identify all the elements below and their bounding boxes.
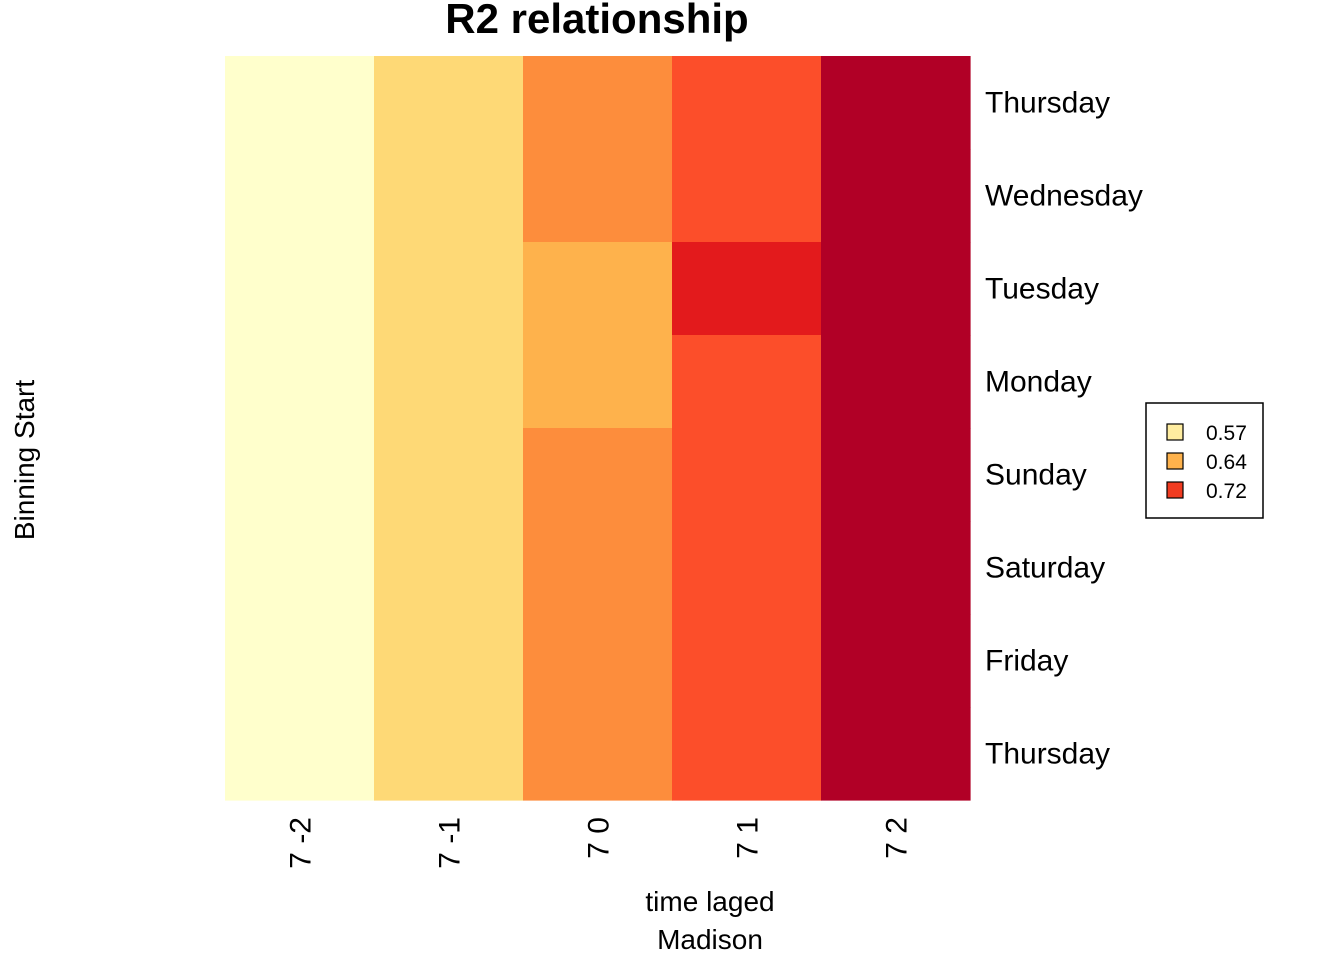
heatmap-cell (672, 707, 822, 801)
y-tick-label: Wednesday (985, 180, 1143, 213)
heatmap-cell (821, 335, 971, 429)
heatmap-cell (821, 521, 971, 615)
heatmap-cell (523, 614, 673, 708)
heatmap-cell (821, 707, 971, 801)
y-tick-label: Sunday (985, 459, 1087, 492)
heatmap-cell (225, 149, 375, 243)
heatmap-cell (374, 521, 524, 615)
y-tick-labels: Thursday Wednesday Tuesday Monday Sunday Satu… (985, 87, 1143, 771)
heatmap-cell (821, 428, 971, 522)
x-axis-sublabel: Madison (657, 924, 763, 955)
heatmap-cell (672, 242, 822, 336)
heatmap-cell (821, 149, 971, 243)
heatmap-cell (523, 707, 673, 801)
heatmap-cell (821, 614, 971, 708)
legend-swatch (1166, 481, 1184, 499)
x-tick-label: 7 2 (881, 817, 914, 859)
legend-label: 0.64 (1206, 451, 1247, 474)
heatmap-cell (523, 521, 673, 615)
x-tick-label: 7 -1 (434, 817, 467, 869)
heatmap-cell (225, 707, 375, 801)
heatmap-cell (374, 614, 524, 708)
legend-label: 0.72 (1206, 480, 1247, 503)
legend-label: 0.57 (1206, 422, 1247, 445)
heatmap-cell (374, 335, 524, 429)
heatmap-cell (523, 242, 673, 336)
chart-title: R2 relationship (445, 0, 748, 42)
x-tick-label: 7 1 (732, 817, 765, 859)
heatmap-cell (523, 149, 673, 243)
y-tick-label: Monday (985, 366, 1092, 399)
heatmap-cell (225, 56, 375, 150)
heatmap-cell (523, 335, 673, 429)
legend-box (1145, 402, 1264, 519)
y-axis-label: Binning Start (9, 380, 40, 541)
heatmap-cell (672, 56, 822, 150)
heatmap-cell (374, 56, 524, 150)
heatmap-cell (225, 521, 375, 615)
heatmap-cell (225, 428, 375, 522)
x-axis-label: time laged (645, 886, 774, 917)
heatmap-cell (374, 707, 524, 801)
heatmap-cells (225, 56, 971, 801)
heatmap-cell (523, 56, 673, 150)
heatmap-cell (523, 428, 673, 522)
heatmap-cell (374, 149, 524, 243)
heatmap-cell (374, 428, 524, 522)
heatmap-cell (672, 149, 822, 243)
heatmap-cell (672, 521, 822, 615)
heatmap-cell (821, 242, 971, 336)
heatmap-cell (225, 614, 375, 708)
y-tick-label: Thursday (985, 738, 1110, 771)
legend-swatch (1166, 423, 1184, 441)
x-tick-label: 7 -2 (285, 817, 318, 869)
heatmap-cell (225, 242, 375, 336)
x-tick-label: 7 0 (583, 817, 616, 859)
y-tick-label: Saturday (985, 552, 1105, 585)
legend: 0.57 0.64 0.72 (1145, 402, 1264, 519)
y-tick-label: Thursday (985, 87, 1110, 120)
legend-swatch (1166, 452, 1184, 470)
heatmap-cell (821, 56, 971, 150)
y-tick-label: Friday (985, 645, 1068, 678)
heatmap-cell (225, 335, 375, 429)
heatmap-cell (672, 428, 822, 522)
heatmap-cell (374, 242, 524, 336)
x-tick-labels: 7 -2 7 -1 7 0 7 1 7 2 (285, 817, 914, 869)
heatmap-cell (672, 614, 822, 708)
y-tick-label: Tuesday (985, 273, 1099, 306)
heatmap-cell (672, 335, 822, 429)
